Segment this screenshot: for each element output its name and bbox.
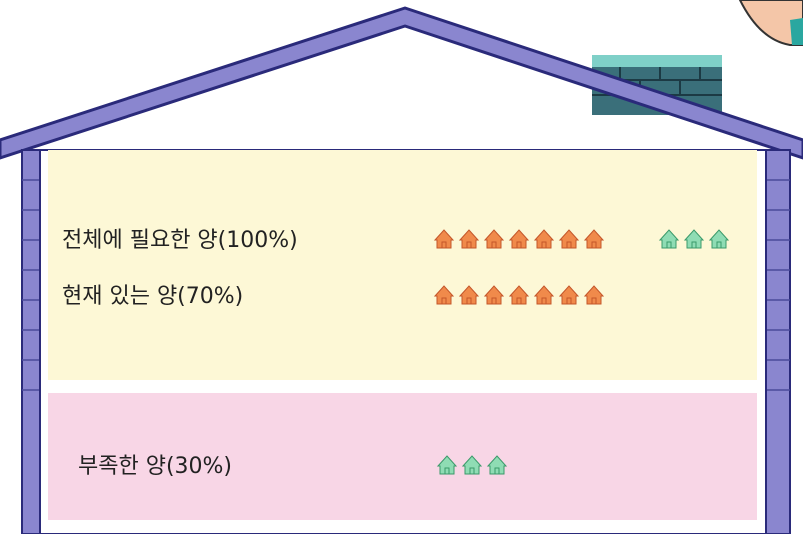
roof (0, 6, 803, 160)
house-icon (483, 285, 505, 305)
house-icon (583, 229, 605, 249)
house-icon (461, 455, 483, 475)
house-icon (433, 285, 455, 305)
house-icon (658, 229, 680, 249)
house-icon (508, 285, 530, 305)
house-icon (533, 285, 555, 305)
row-label: 전체에 필요한 양(100%) (62, 228, 298, 253)
row-label: 현재 있는 양(70%) (62, 284, 243, 309)
character-shirt (790, 18, 803, 45)
total-panel (48, 150, 757, 380)
house-icon (708, 229, 730, 249)
house-icon (458, 229, 480, 249)
house-icon (558, 285, 580, 305)
house-icon (583, 285, 605, 305)
house-icon (508, 229, 530, 249)
row-label: 부족한 양(30%) (78, 454, 232, 479)
shortage-panel (48, 393, 757, 520)
house-icon (533, 229, 555, 249)
house-icon (436, 455, 458, 475)
house-icon (683, 229, 705, 249)
house-icon (483, 229, 505, 249)
house-icon (486, 455, 508, 475)
house-icon (458, 285, 480, 305)
house-icon (558, 229, 580, 249)
house-icon (433, 229, 455, 249)
